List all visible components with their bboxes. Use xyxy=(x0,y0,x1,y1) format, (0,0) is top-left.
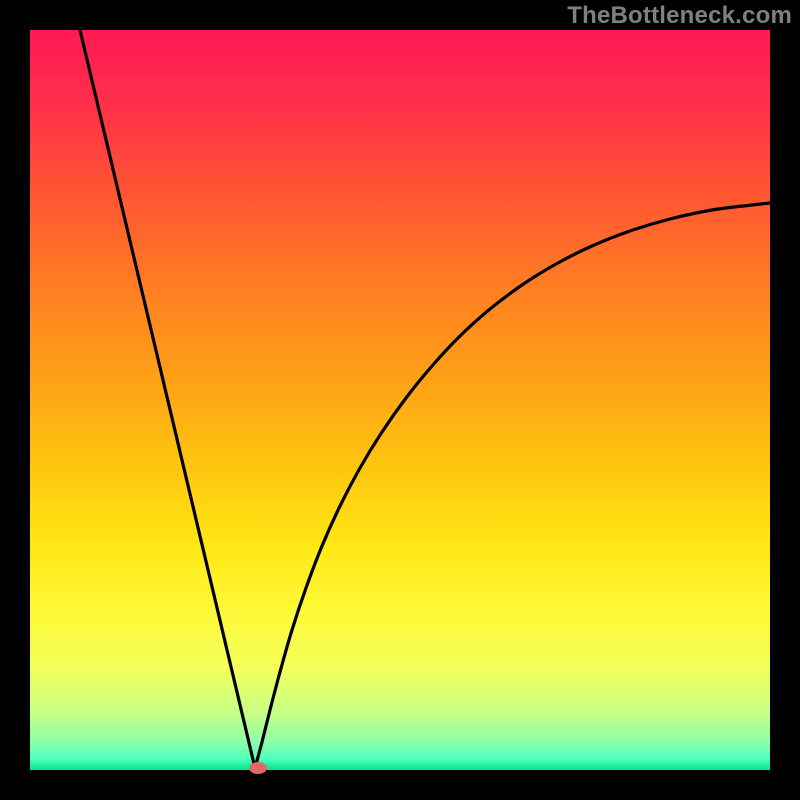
plot-background xyxy=(30,30,770,770)
watermark-text: TheBottleneck.com xyxy=(567,2,792,30)
chart-frame: TheBottleneck.com xyxy=(0,0,800,800)
plot-svg xyxy=(0,0,800,800)
optimal-point-marker xyxy=(249,762,267,774)
